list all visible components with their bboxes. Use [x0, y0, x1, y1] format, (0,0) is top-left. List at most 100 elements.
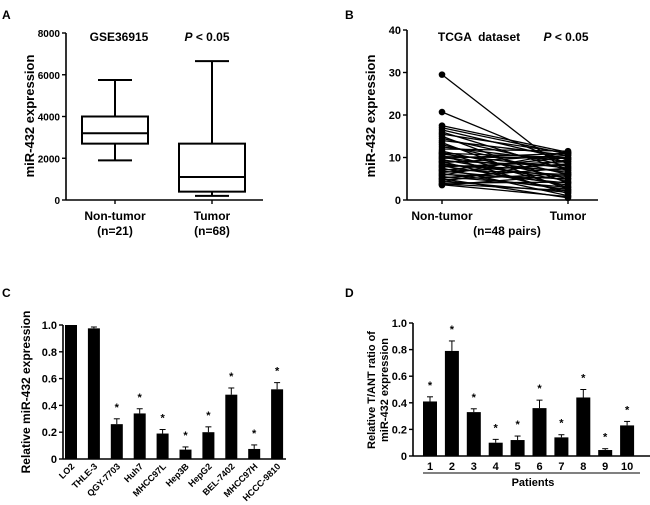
box — [81, 115, 149, 145]
pair-line — [441, 184, 569, 198]
a-xtick-label: Non-tumor — [84, 209, 146, 223]
significance-marker: * — [472, 392, 477, 404]
panel-label-c: C — [2, 286, 11, 300]
d-ylabel-line1: Relative T/ANT ratio of — [366, 331, 378, 449]
x-tick-label: 2 — [449, 461, 455, 473]
bar — [225, 394, 238, 459]
y-tick-label: 0.4 — [42, 400, 58, 412]
bar — [202, 432, 215, 459]
bar — [133, 413, 146, 459]
a-pvalue-rest: < 0.05 — [192, 30, 229, 44]
bar — [488, 442, 503, 456]
tumor-point — [564, 164, 572, 172]
significance-marker: * — [494, 422, 499, 434]
c-plot: 00.20.40.60.81.0LO2THLE-3*QGY-7703*Huh7*… — [42, 320, 286, 503]
bar — [510, 440, 525, 456]
tumor-point — [564, 193, 572, 200]
significance-marker: * — [537, 383, 542, 395]
significance-marker: * — [183, 430, 188, 442]
y-tick-label: 0 — [401, 451, 407, 463]
bar — [65, 325, 77, 459]
d-plot: 0 0.2 0.4 0.6 0.8 1.0 * 1 * 2 * 3 * 4 * 5 * 6 * 7 * 8 * 9 * 10 — [392, 318, 650, 473]
significance-marker: * — [138, 392, 143, 404]
b-xtick-label: Non-tumor — [411, 209, 473, 223]
significance-marker: * — [515, 419, 520, 431]
y-tick-label: 1.0 — [392, 318, 407, 330]
b-title: TCGA dataset — [438, 30, 520, 44]
a-pvalue: P < 0.05 — [184, 30, 229, 44]
significance-marker: * — [275, 366, 280, 378]
y-tick-label: 0.6 — [392, 371, 407, 383]
y-tick-label: 0.6 — [42, 374, 57, 386]
pair-line — [441, 174, 569, 186]
x-tick-label: 6 — [536, 461, 542, 473]
y-tick-label: 20 — [389, 110, 401, 122]
significance-marker: * — [229, 371, 234, 383]
non-tumor-point — [438, 108, 446, 116]
x-tick-label: 1 — [427, 461, 433, 473]
b-pvalue-rest: < 0.05 — [551, 30, 588, 44]
tumor-point — [564, 187, 572, 194]
b-xsublabel: (n=48 pairs) — [473, 224, 541, 238]
y-tick-label: 1.0 — [42, 320, 57, 332]
bar — [87, 328, 100, 459]
bar — [576, 397, 591, 456]
bar — [248, 448, 261, 459]
bar — [554, 437, 569, 456]
y-tick-label: 6000 — [38, 71, 61, 82]
significance-marker: * — [581, 373, 586, 385]
y-tick-label: 0.8 — [42, 347, 57, 359]
significance-marker: * — [206, 410, 211, 422]
bar — [156, 433, 169, 459]
tumor-point — [564, 178, 572, 186]
non-tumor-point — [438, 181, 446, 189]
x-tick-label: 5 — [515, 461, 521, 473]
pair-line — [441, 148, 569, 152]
y-tick-label: 2000 — [38, 154, 61, 165]
pair-line — [441, 158, 569, 183]
y-tick-label: 0 — [395, 195, 401, 207]
pair-line — [441, 139, 569, 157]
significance-marker: * — [450, 324, 455, 336]
bar — [466, 412, 481, 456]
a-xtick-sublabel: (n=21) — [97, 224, 133, 238]
bar — [423, 401, 437, 456]
bar — [598, 450, 613, 456]
tumor-point — [564, 156, 572, 163]
y-tick-label: 10 — [389, 153, 401, 165]
x-tick-label: 9 — [602, 461, 608, 473]
y-tick-label: 30 — [389, 68, 401, 80]
pair-line — [441, 133, 569, 154]
box — [178, 142, 246, 193]
x-tick-label: 4 — [493, 461, 500, 473]
d-ylabel-line2: miR-432 expression — [379, 338, 391, 442]
bar — [444, 350, 459, 456]
x-tick-label: LO2 — [57, 461, 76, 480]
bar — [179, 449, 192, 459]
x-tick-label: 10 — [621, 461, 633, 473]
y-tick-label: 0.8 — [392, 345, 407, 357]
significance-marker: * — [625, 404, 630, 416]
bar — [532, 408, 547, 456]
panel-label-d: D — [345, 286, 354, 300]
c-ylabel: Relative miR-432 expression — [19, 311, 33, 474]
bar — [271, 389, 284, 459]
significance-marker: * — [252, 428, 257, 440]
panel-label-b: B — [345, 8, 354, 22]
bar — [110, 424, 123, 459]
y-tick-label: 40 — [389, 25, 401, 37]
b-pvalue: P < 0.05 — [543, 30, 588, 44]
significance-marker: * — [603, 432, 608, 444]
pair-line — [441, 181, 569, 184]
non-tumor-point — [438, 71, 446, 78]
pair-line — [441, 124, 569, 154]
y-tick-label: 8000 — [38, 29, 61, 40]
bar — [620, 425, 635, 456]
pair-line — [441, 183, 569, 192]
d-xlabel: Patients — [512, 477, 555, 489]
y-tick-label: 0 — [54, 196, 60, 207]
b-ylabel: miR-432 expression — [363, 55, 378, 178]
y-tick-label: 0 — [51, 454, 57, 466]
x-tick-label: 3 — [471, 461, 477, 473]
